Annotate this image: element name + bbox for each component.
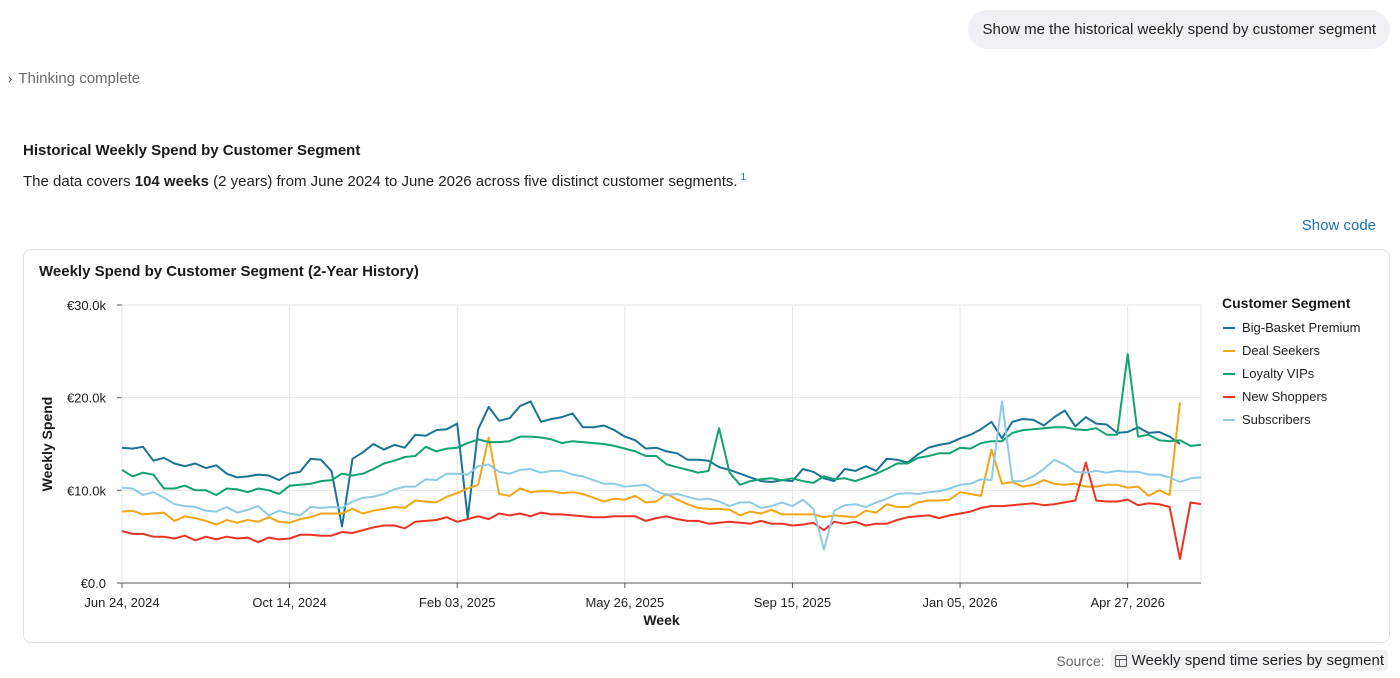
- legend-item-label: Big-Basket Premium: [1242, 320, 1360, 335]
- y-tick-label: €20.0k: [67, 391, 107, 406]
- source-attribution: Source: Weekly spend time series by segm…: [1056, 650, 1388, 671]
- x-tick-label: Jun 24, 2024: [84, 595, 159, 610]
- table-icon: [1114, 654, 1127, 667]
- legend-item-label: Loyalty VIPs: [1242, 366, 1315, 381]
- legend-item-label: Subscribers: [1242, 412, 1311, 427]
- chart-title: Weekly Spend by Customer Segment (2-Year…: [39, 263, 419, 280]
- thinking-label: Thinking complete: [18, 70, 141, 87]
- x-tick-label: Jan 05, 2026: [922, 595, 997, 610]
- series-line: [121, 400, 1202, 551]
- x-tick-label: Oct 14, 2024: [252, 595, 326, 610]
- plot-frame: [121, 304, 1202, 584]
- line-chart: €0.0 €10.0k €20.0k €30.0k Jun 24, 2024 Oct 14…: [39, 295, 1360, 628]
- x-tick-label: Feb 03, 2025: [419, 595, 496, 610]
- show-code-button[interactable]: Show code: [1301, 217, 1376, 234]
- x-tick-label: Apr 27, 2026: [1090, 595, 1164, 610]
- summary-text-pre: The data covers: [23, 173, 135, 190]
- x-tick-label: Sep 15, 2025: [754, 595, 831, 610]
- response-heading: Historical Weekly Spend by Customer Segm…: [23, 142, 361, 159]
- x-axis-label: Week: [643, 612, 680, 628]
- legend-item-label: New Shoppers: [1242, 389, 1328, 404]
- chevron-right-icon: ›: [8, 71, 13, 86]
- chart-card: Weekly Spend by Customer Segment (2-Year…: [23, 249, 1390, 643]
- series-line: [121, 400, 1181, 528]
- series-line: [121, 461, 1202, 560]
- y-axis-label: Weekly Spend: [39, 397, 55, 492]
- y-tick-label: €30.0k: [67, 298, 107, 313]
- user-message: Show me the historical weekly spend by c…: [968, 10, 1390, 49]
- y-tick-label: €10.0k: [67, 483, 107, 498]
- source-name: Weekly spend time series by segment: [1131, 652, 1384, 669]
- legend-title: Customer Segment: [1222, 295, 1351, 311]
- thinking-toggle[interactable]: › Thinking complete: [8, 70, 140, 87]
- response-summary: The data covers 104 weeks (2 years) from…: [23, 172, 746, 190]
- y-tick-label: €0.0: [81, 576, 106, 591]
- source-chip[interactable]: Weekly spend time series by segment: [1110, 650, 1388, 671]
- source-label: Source:: [1056, 652, 1105, 669]
- legend-item-label: Deal Seekers: [1242, 343, 1321, 358]
- summary-text-bold: 104 weeks: [134, 173, 209, 190]
- x-tick-label: May 26, 2025: [585, 595, 664, 610]
- series-line: [121, 353, 1202, 496]
- citation-link[interactable]: 1: [740, 172, 747, 183]
- summary-text-post: (2 years) from June 2024 to June 2026 ac…: [208, 173, 738, 190]
- series-line: [121, 402, 1181, 526]
